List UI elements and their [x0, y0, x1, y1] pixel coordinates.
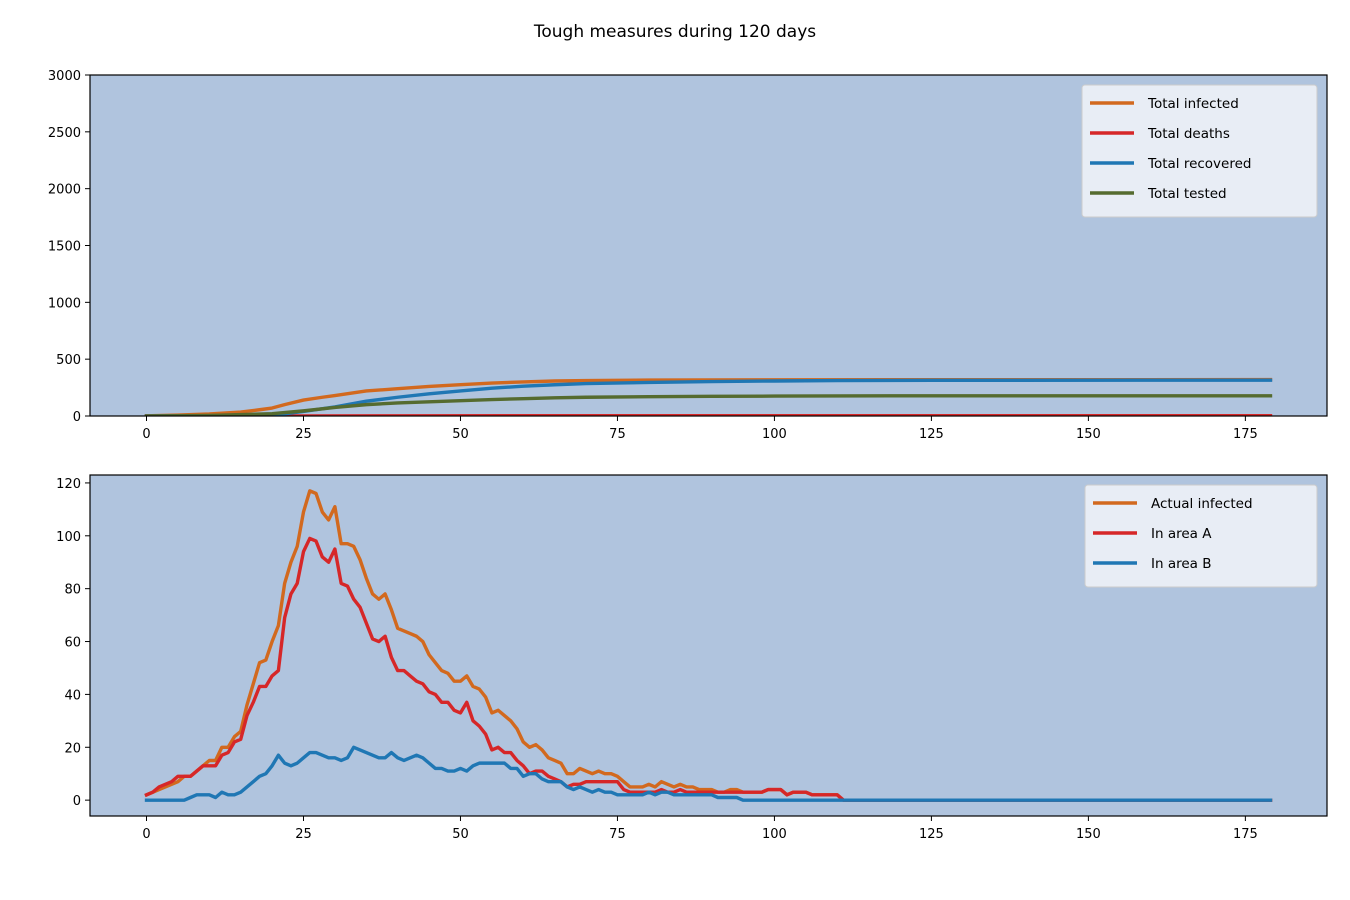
x-tick-label: 75: [609, 827, 626, 842]
legend-label-total-infected: Total infected: [1147, 96, 1239, 112]
legend: Total infected Total deaths Total recovere…: [1081, 84, 1318, 218]
series-line-actual-infected: [144, 489, 1273, 802]
x-tick-label: 175: [1233, 827, 1258, 842]
y-tick-label: 80: [64, 583, 81, 598]
series-lines: [144, 489, 1273, 802]
legend-label-total-tested: Total tested: [1147, 186, 1227, 202]
x-tick-label: 125: [919, 827, 944, 842]
x-tick-label: 50: [452, 427, 469, 442]
y-tick-label: 1500: [48, 240, 81, 255]
y-tick-label: 1000: [48, 296, 81, 311]
x-tick-label: 25: [295, 427, 312, 442]
x-tick-label: 0: [142, 427, 150, 442]
y-tick-label: 20: [64, 741, 81, 756]
legend-label-in-area-b: In area B: [1151, 556, 1212, 572]
y-tick-label: 500: [56, 353, 81, 368]
y-tick-label: 3000: [48, 69, 81, 84]
legend-label-total-recovered: Total recovered: [1147, 156, 1252, 172]
legend-label-total-deaths: Total deaths: [1147, 126, 1230, 142]
y-tick-label: 120: [56, 477, 81, 492]
y-tick-label: 0: [73, 794, 81, 809]
series-line-total-infected: [144, 377, 1273, 416]
x-tick-label: 100: [762, 827, 787, 842]
x-tick-label: 150: [1076, 427, 1101, 442]
x-tick-label: 125: [919, 427, 944, 442]
axes-frame: [89, 474, 1328, 817]
legend-box: [1081, 84, 1318, 218]
figure-title: Tough measures during 120 days: [533, 22, 816, 42]
y-tick-label: 60: [64, 636, 81, 651]
y-tick-label: 2500: [48, 126, 81, 141]
y-tick-label: 0: [73, 410, 81, 425]
x-tick-label: 50: [452, 827, 469, 842]
x-tick-label: 75: [609, 427, 626, 442]
x-tick-label: 175: [1233, 427, 1258, 442]
legend: Actual infected In area A In area B: [1084, 484, 1318, 588]
top-chart-panel: 0 25 50 75 100 125 150 175 0 500 1000 1500 2000 2500 3…: [48, 69, 1328, 442]
y-tick-label: 2000: [48, 183, 81, 198]
x-tick-label: 100: [762, 427, 787, 442]
y-tick-label: 40: [64, 688, 81, 703]
x-tick-label: 0: [142, 827, 150, 842]
legend-label-actual-infected: Actual infected: [1151, 496, 1253, 512]
legend-label-in-area-a: In area A: [1151, 526, 1212, 542]
x-tick-label: 25: [295, 827, 312, 842]
series-line-in-area-a: [144, 536, 1273, 802]
bottom-chart-panel: 0 25 50 75 100 125 150 175 0 20 40 60 80 100 120 Actual…: [56, 474, 1328, 842]
x-tick-label: 150: [1076, 827, 1101, 842]
series-line-total-tested: [144, 394, 1273, 416]
series-line-in-area-b: [144, 745, 1273, 802]
y-tick-label: 100: [56, 530, 81, 545]
legend-box: [1084, 484, 1318, 588]
